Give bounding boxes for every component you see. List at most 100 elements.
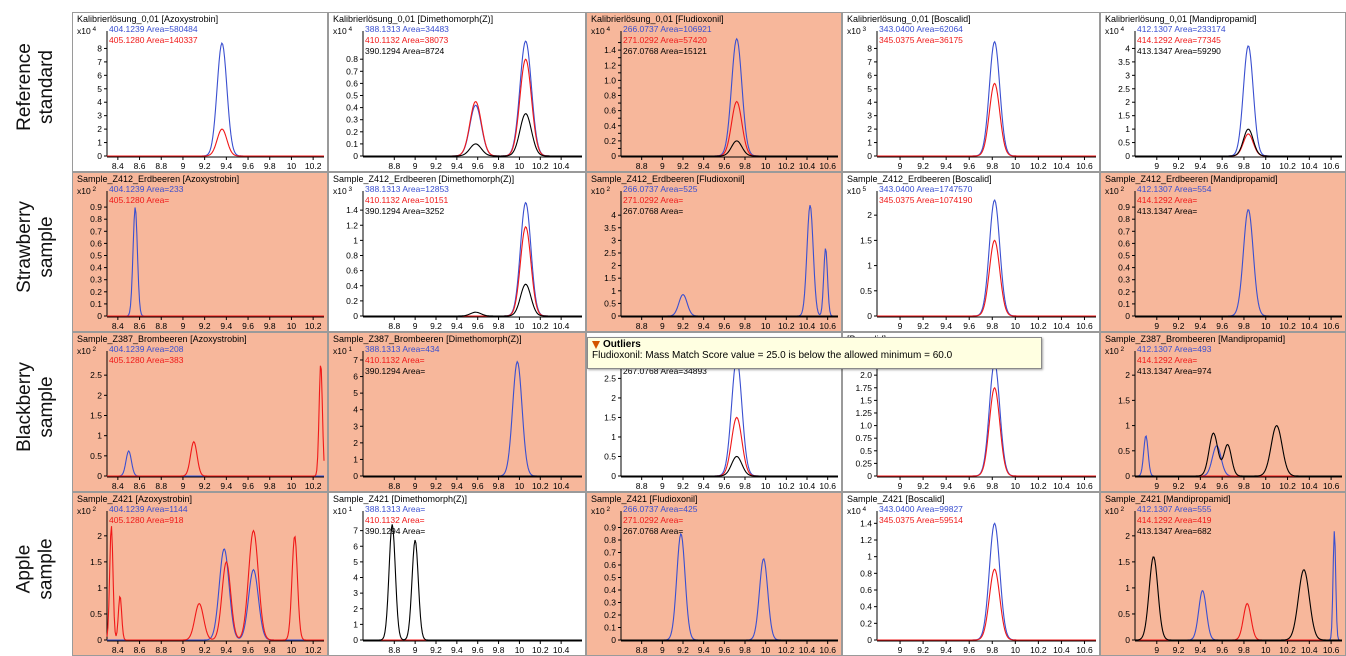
x-tick-label: 8.8 bbox=[155, 161, 167, 171]
chromatogram-panel[interactable]: Sample_Z412_Erdbeeren [Dimethomorph(Z)] x… bbox=[328, 172, 586, 332]
chromatogram-panel[interactable]: Sample_Z421 [Boscalid] x10 4 0 0.2 0.4 0.6 0.8… bbox=[842, 492, 1100, 656]
y-tick-label: 0.3 bbox=[604, 598, 616, 608]
x-tick-label: 9 bbox=[1154, 645, 1159, 655]
x-tick-label: 8.8 bbox=[388, 161, 400, 171]
chromatogram-panel[interactable]: Kalibrierlösung_0,01 [Azoxystrobin] x10 4… bbox=[72, 12, 328, 172]
chromatogram-panel[interactable]: Kalibrierlösung_0,01 [Dimethomorph(Z)] x1… bbox=[328, 12, 586, 172]
y-tick-label: 2.5 bbox=[604, 373, 616, 383]
chromatogram-panel[interactable]: Sample_Z421 [Azoxystrobin] x10 2 0 0.5 1 1.5 2… bbox=[72, 492, 328, 656]
y-tick-label: 0.2 bbox=[90, 287, 102, 297]
chart-title: Sample_Z421 [Boscalid] bbox=[847, 494, 945, 504]
x-tick-label: 9.2 bbox=[199, 481, 211, 491]
x-tick-label: 8.8 bbox=[636, 161, 648, 171]
x-tick-label: 10.6 bbox=[819, 481, 836, 491]
x-tick-label: 10.4 bbox=[1053, 161, 1070, 171]
y-tick-label: 1.5 bbox=[1118, 395, 1130, 405]
chromatogram-panel[interactable]: Sample_Z421 [Dimethomorph(Z)] x10 1 0 1 2 3 4 5… bbox=[328, 492, 586, 656]
y-tick-label: 0.5 bbox=[604, 573, 616, 583]
chromatogram-panel[interactable]: Sample_Z387_Brombeeren [Azoxystrobin] x10… bbox=[72, 332, 328, 492]
chromatogram-panel[interactable]: Sample_Z412_Erdbeeren [Fludioxonil] x10 2… bbox=[586, 172, 842, 332]
y-tick-label: 1.25 bbox=[855, 408, 872, 418]
y-tick-label: 0 bbox=[353, 471, 358, 481]
chart-title: Kalibrierlösung_0,01 [Mandipropamid] bbox=[1105, 14, 1257, 24]
x-tick-label: 9.8 bbox=[264, 161, 276, 171]
x-tick-label: 10.4 bbox=[1053, 481, 1070, 491]
x-tick-label: 10.6 bbox=[1076, 645, 1093, 655]
row-label-text: Strawberry sample bbox=[14, 201, 58, 293]
y-tick-label: 0.6 bbox=[90, 238, 102, 248]
x-tick-label: 9.6 bbox=[718, 645, 730, 655]
x-tick-label: 9.4 bbox=[940, 481, 952, 491]
y-exponent-label: x10 1 bbox=[333, 346, 353, 356]
legend-entry: 404.1239 Area=580484 bbox=[109, 24, 198, 34]
y-tick-label: 5 bbox=[353, 557, 358, 567]
chromatogram-panel[interactable]: Kalibrierlösung_0,01 [Fludioxonil] x10 4 0… bbox=[586, 12, 842, 172]
x-tick-label: 8.8 bbox=[636, 321, 648, 331]
chromatogram-grid: Kalibrierlösung_0,01 [Azoxystrobin] x10 4… bbox=[72, 12, 1346, 656]
legend-entry: 413.1347 Area=974 bbox=[1137, 366, 1212, 376]
chart-title: Sample_Z412_Erdbeeren [Fludioxonil] bbox=[591, 174, 745, 184]
x-tick-label: 10.6 bbox=[819, 645, 836, 655]
series-line-blue bbox=[1135, 434, 1342, 477]
y-tick-label: 0.3 bbox=[346, 115, 358, 125]
x-tick-label: 10 bbox=[1261, 161, 1271, 171]
x-tick-label: 9.4 bbox=[698, 161, 710, 171]
x-tick-label: 8.4 bbox=[112, 321, 124, 331]
x-tick-label: 9.6 bbox=[1216, 161, 1228, 171]
y-tick-label: 0 bbox=[97, 311, 102, 321]
chromatogram-panel[interactable]: Sample_Z412_Erdbeeren [Mandipropamid] x10… bbox=[1100, 172, 1346, 332]
y-tick-label: 0.7 bbox=[1118, 226, 1130, 236]
chart-title: Kalibrierlösung_0,01 [Azoxystrobin] bbox=[77, 14, 218, 24]
series-line-blue bbox=[1135, 208, 1342, 317]
y-tick-label: 0.8 bbox=[860, 568, 872, 578]
y-tick-label: 0.8 bbox=[346, 54, 358, 64]
legend-entry: 414.1292 Area= bbox=[1137, 195, 1197, 205]
series-line-blue bbox=[107, 207, 324, 317]
y-tick-label: 0.4 bbox=[604, 121, 616, 131]
series-line-blue bbox=[1135, 531, 1342, 641]
x-tick-label: 8.8 bbox=[155, 481, 167, 491]
y-tick-label: 1.4 bbox=[346, 205, 358, 215]
y-tick-label: 2 bbox=[1125, 531, 1130, 541]
x-tick-label: 9.8 bbox=[986, 321, 998, 331]
y-tick-label: 0.5 bbox=[860, 286, 872, 296]
y-tick-label: 7 bbox=[867, 57, 872, 67]
chromatogram-panel[interactable]: Sample_Z412_Erdbeeren [Boscalid] x10 5 0 0.… bbox=[842, 172, 1100, 332]
series-line-blue bbox=[363, 201, 582, 317]
chromatogram-panel[interactable]: Sample_Z412_Erdbeeren [Azoxystrobin] x10 … bbox=[72, 172, 328, 332]
x-tick-label: 9 bbox=[898, 645, 903, 655]
y-tick-label: 2 bbox=[611, 393, 616, 403]
chromatogram-svg: Sample_Z421 [Fludioxonil] x10 2 0 0.1 0.2 0.3… bbox=[591, 494, 838, 655]
x-tick-label: 10.2 bbox=[1279, 645, 1296, 655]
chromatogram-panel[interactable]: Kalibrierlösung_0,01 [Mandipropamid] x10 … bbox=[1100, 12, 1346, 172]
y-tick-label: 1.4 bbox=[604, 45, 616, 55]
x-tick-label: 10 bbox=[515, 161, 525, 171]
chromatogram-panel[interactable]: Sample_Z421 [Mandipropamid] x10 2 0 0.5 1 1.5… bbox=[1100, 492, 1346, 656]
x-tick-label: 9 bbox=[181, 481, 186, 491]
x-tick-label: 10.2 bbox=[532, 321, 549, 331]
y-tick-label: 1 bbox=[353, 619, 358, 629]
row-label-apple: Apple sample bbox=[0, 494, 72, 644]
row-label-blackberry: Blackberry sample bbox=[0, 334, 72, 480]
chromatogram-panel[interactable]: Sample_Z421 [Fludioxonil] x10 2 0 0.1 0.2 0.3… bbox=[586, 492, 842, 656]
x-tick-label: 10 bbox=[1261, 645, 1271, 655]
y-tick-label: 0 bbox=[1125, 471, 1130, 481]
x-tick-label: 9 bbox=[413, 645, 418, 655]
chromatogram-panel[interactable]: Sample_Z387_Brombeeren [Mandipropamid] x1… bbox=[1100, 332, 1346, 492]
y-tick-label: 1 bbox=[97, 138, 102, 148]
y-tick-label: 1.4 bbox=[860, 518, 872, 528]
x-tick-label: 10.2 bbox=[1030, 321, 1047, 331]
chart-title: Sample_Z421 [Azoxystrobin] bbox=[77, 494, 192, 504]
x-tick-label: 9.8 bbox=[739, 645, 751, 655]
x-tick-label: 9.8 bbox=[264, 321, 276, 331]
x-tick-label: 9.8 bbox=[739, 321, 751, 331]
chromatogram-svg: Kalibrierlösung_0,01 [Azoxystrobin] x10 4… bbox=[77, 14, 324, 171]
x-tick-label: 10 bbox=[1261, 481, 1271, 491]
chromatogram-panel[interactable]: Sample_Z387_Brombeeren [Dimethomorph(Z)]… bbox=[328, 332, 586, 492]
chromatogram-panel[interactable]: Kalibrierlösung_0,01 [Boscalid] x10 3 0 1 2 3… bbox=[842, 12, 1100, 172]
x-tick-label: 9.2 bbox=[677, 161, 689, 171]
y-tick-label: 0.5 bbox=[1118, 609, 1130, 619]
x-tick-label: 10.2 bbox=[1279, 161, 1296, 171]
x-tick-label: 9.4 bbox=[220, 321, 232, 331]
legend-entry: 390.1294 Area= bbox=[365, 366, 425, 376]
